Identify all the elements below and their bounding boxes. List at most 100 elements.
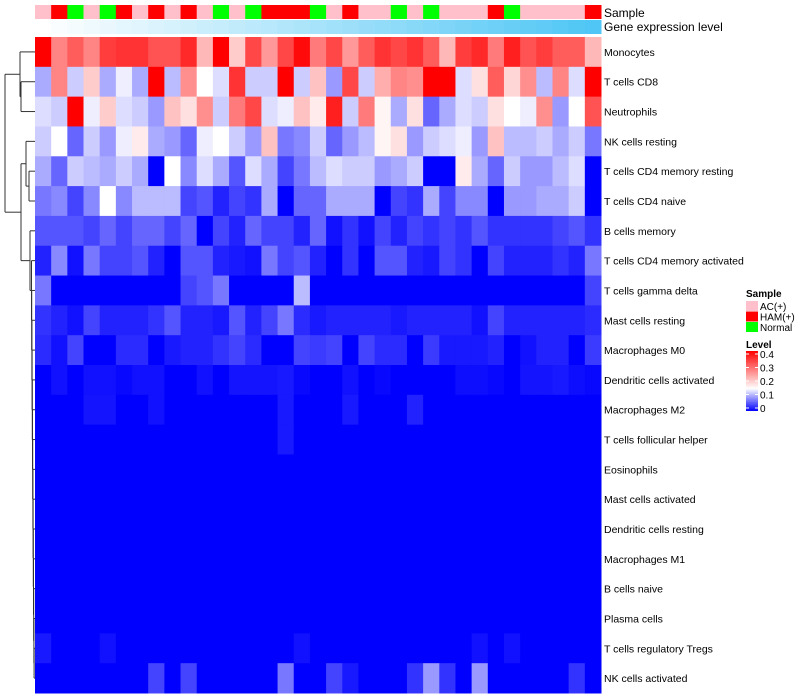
heatmap-cell <box>439 37 456 68</box>
heatmap-cell <box>180 633 198 664</box>
sample-cell <box>164 5 182 19</box>
heatmap-cell <box>51 663 68 694</box>
heatmap-cell <box>229 126 246 157</box>
heatmap-cell <box>164 484 182 515</box>
heatmap-cell <box>261 96 279 127</box>
heatmap-cell <box>342 424 359 455</box>
heatmap-cell <box>67 365 85 396</box>
heatmap-cell <box>261 454 279 485</box>
heatmap-cell <box>439 305 456 336</box>
heatmap-cell <box>423 454 440 485</box>
heatmap-cell <box>536 245 553 277</box>
heatmap-cell <box>374 454 392 485</box>
heatmap-cell <box>471 37 489 68</box>
heatmap-cell <box>277 514 295 545</box>
sample-cell <box>51 5 68 19</box>
heatmap-cell <box>520 335 537 366</box>
heatmap-cell <box>35 573 52 605</box>
heatmap-cell <box>390 96 408 127</box>
heatmap-cell <box>536 66 553 98</box>
heatmap-cell <box>520 514 537 545</box>
heatmap-cell <box>487 335 505 366</box>
heatmap-cell <box>229 663 246 694</box>
heatmap-cell <box>245 663 262 694</box>
row-label: Monocytes <box>604 47 655 59</box>
heatmap-cell <box>229 454 246 485</box>
gene-expression-cell <box>552 20 570 34</box>
heatmap-cell <box>99 156 117 187</box>
heatmap-cell <box>552 156 570 187</box>
heatmap-cell <box>67 335 85 366</box>
gene-expression-cell <box>132 20 149 34</box>
heatmap-cell <box>326 215 343 247</box>
heatmap-cell <box>487 663 505 694</box>
heatmap-cell <box>83 245 101 277</box>
heatmap-cell <box>245 365 262 396</box>
heatmap-cell <box>584 245 602 277</box>
heatmap-cell <box>148 573 165 605</box>
heatmap-cell <box>487 484 505 515</box>
heatmap-cell <box>487 543 505 575</box>
heatmap-cell <box>487 305 505 336</box>
sample-cell <box>99 5 117 19</box>
heatmap-cell <box>83 633 101 664</box>
heatmap-cell <box>180 305 198 336</box>
heatmap-cell <box>180 365 198 396</box>
heatmap-cell <box>83 96 101 127</box>
heatmap-cell <box>196 454 214 485</box>
heatmap-cell <box>148 96 165 127</box>
heatmap-cell <box>536 633 553 664</box>
heatmap-cell <box>342 215 359 247</box>
heatmap-cell <box>390 365 408 396</box>
heatmap-cell <box>326 514 343 545</box>
heatmap-cell <box>471 663 489 694</box>
heatmap-cell <box>487 156 505 187</box>
heatmap-cell <box>455 484 473 515</box>
heatmap-cell <box>536 424 553 455</box>
heatmap-cell <box>51 245 68 277</box>
heatmap-cell <box>536 215 553 247</box>
heatmap-cell <box>245 126 262 157</box>
row-label: T cells regulatory Tregs <box>604 643 713 655</box>
heatmap-cell <box>277 126 295 157</box>
heatmap-cell <box>326 573 343 605</box>
heatmap-cell <box>164 663 182 694</box>
heatmap-cell <box>552 96 570 127</box>
heatmap-cell <box>584 573 602 605</box>
heatmap-cell <box>51 96 68 127</box>
heatmap-cell <box>326 484 343 515</box>
gene-expression-cell <box>293 20 311 34</box>
heatmap-cell <box>406 66 424 98</box>
gene-expression-cell <box>342 20 359 34</box>
heatmap-cell <box>180 126 198 157</box>
heatmap-cell <box>83 543 101 575</box>
heatmap-cell <box>212 96 230 127</box>
heatmap-cell <box>35 66 52 98</box>
row-label: Neutrophils <box>604 107 657 119</box>
heatmap-cell <box>277 603 295 634</box>
heatmap-cell <box>35 305 52 336</box>
heatmap-cell <box>568 66 586 98</box>
heatmap-cell <box>423 37 440 68</box>
sample-cell <box>245 5 262 19</box>
heatmap-cell <box>406 96 424 127</box>
heatmap-cell <box>439 66 456 98</box>
heatmap-cell <box>99 394 117 426</box>
heatmap-cell <box>423 603 440 634</box>
heatmap-cell <box>35 156 52 187</box>
sample-cell <box>309 5 327 19</box>
heatmap-cell <box>196 186 214 217</box>
heatmap-cell <box>115 424 133 455</box>
heatmap-cell <box>261 186 279 217</box>
heatmap-cell <box>35 96 52 127</box>
heatmap-cell <box>568 126 586 157</box>
heatmap-cell <box>99 484 117 515</box>
heatmap-cell <box>229 394 246 426</box>
heatmap-cell <box>358 215 376 247</box>
heatmap-cell <box>51 454 68 485</box>
heatmap-cell <box>35 484 52 515</box>
heatmap-cell <box>455 186 473 217</box>
heatmap-cell <box>115 126 133 157</box>
heatmap-cell <box>261 126 279 157</box>
heatmap-cell <box>115 96 133 127</box>
